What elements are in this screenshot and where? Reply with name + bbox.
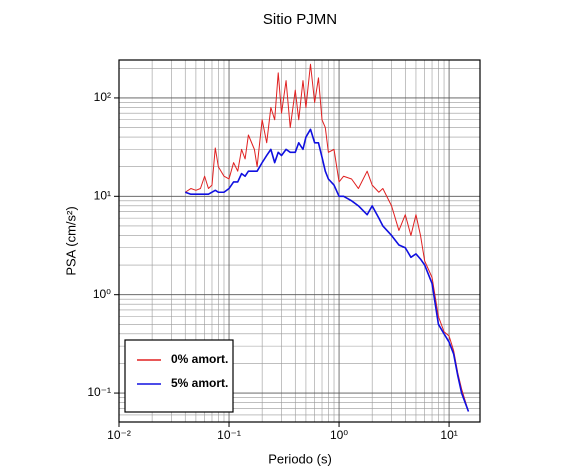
x-tick-label: 10⁻²: [107, 428, 131, 442]
legend-label: 0% amort.: [171, 352, 228, 366]
legend-box: [124, 339, 234, 413]
y-tick-label: 10¹: [94, 188, 111, 202]
x-tick-label: 10⁰: [330, 428, 348, 442]
series-line: [184, 63, 469, 412]
x-tick-label: 10⁻¹: [217, 428, 241, 442]
chart-title: Sitio PJMN: [263, 11, 337, 28]
legend-label: 5% amort.: [171, 376, 228, 390]
y-axis-label: PSA (cm/s²): [63, 206, 78, 275]
y-tick-label: 10⁻¹: [87, 385, 111, 399]
x-axis-label: Periodo (s): [268, 451, 332, 466]
plot-frame: [118, 59, 481, 423]
series-line: [184, 128, 470, 412]
x-tick-label: 10¹: [440, 428, 457, 442]
y-tick-label: 10⁰: [93, 287, 111, 301]
y-tick-label: 10²: [94, 90, 111, 104]
